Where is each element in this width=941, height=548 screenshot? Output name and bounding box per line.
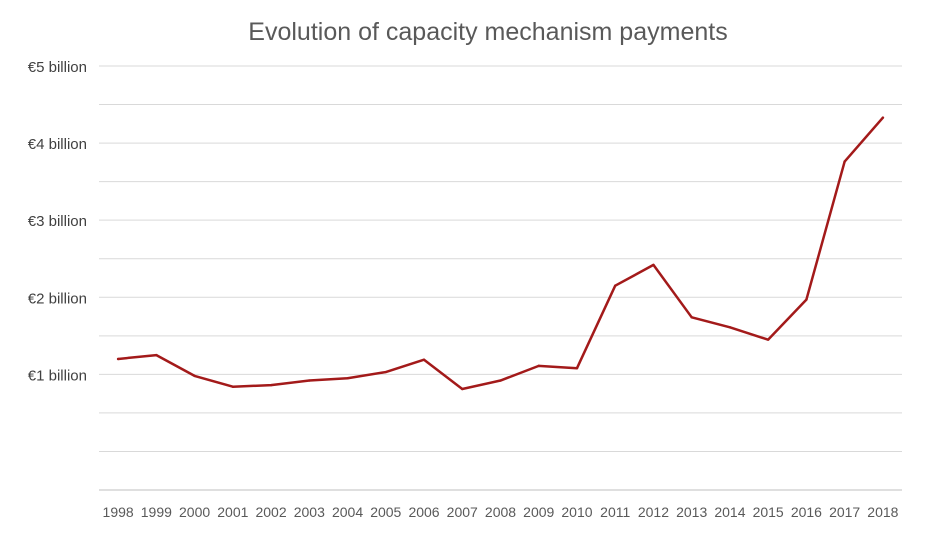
chart-title: Evolution of capacity mechanism payments	[248, 18, 727, 46]
data-point	[614, 284, 617, 287]
data-point	[384, 370, 387, 374]
y-tick-label: €3 billion	[28, 213, 87, 230]
x-tick-label: 2000	[179, 504, 210, 520]
y-axis-ticks: €5 billion €4 billion €3 billion €2 billion…	[28, 59, 87, 384]
data-point	[308, 379, 311, 382]
series-line	[116, 116, 885, 391]
series-layer	[116, 116, 885, 391]
y-tick-label: €5 billion	[28, 59, 87, 76]
x-tick-label: 2012	[638, 504, 669, 520]
data-point	[575, 366, 579, 370]
x-tick-label: 2004	[332, 504, 363, 520]
data-point	[461, 387, 464, 391]
x-tick-label: 2018	[867, 504, 898, 520]
data-point	[843, 160, 846, 163]
y-tick-label: €1 billion	[28, 367, 87, 384]
data-point	[499, 379, 502, 382]
x-tick-label: 2006	[408, 504, 439, 520]
data-point	[231, 385, 235, 388]
y-tick-label: €4 billion	[28, 136, 87, 153]
y-tick-label: €2 billion	[28, 290, 87, 307]
x-tick-label: 2013	[676, 504, 707, 520]
data-point	[116, 357, 120, 361]
x-tick-label: 2008	[485, 504, 516, 520]
x-tick-label: 2015	[753, 504, 784, 520]
data-point	[728, 326, 732, 329]
x-tick-label: 1998	[103, 504, 134, 520]
data-point	[155, 353, 158, 357]
x-tick-label: 1999	[141, 504, 172, 520]
gridlines	[99, 65, 902, 452]
x-tick-label: 2007	[447, 504, 478, 520]
x-tick-label: 2011	[600, 504, 630, 520]
data-point	[422, 358, 426, 361]
x-axis-ticks: 1998 1999 2000 2001 2002 2003 2004 2005 2006 2007…	[103, 504, 899, 520]
x-tick-label: 2005	[370, 504, 401, 520]
x-tick-label: 2002	[255, 504, 286, 520]
data-point	[346, 377, 349, 380]
x-tick-label: 2009	[523, 504, 554, 520]
data-point	[881, 116, 885, 119]
x-tick-label: 2016	[791, 504, 822, 520]
data-point	[690, 316, 693, 319]
data-point	[193, 374, 196, 378]
x-tick-label: 2001	[217, 504, 248, 520]
data-point	[269, 383, 273, 387]
data-point	[805, 298, 808, 301]
x-tick-label: 2003	[294, 504, 325, 520]
data-point	[652, 263, 655, 267]
x-tick-label: 2010	[561, 504, 592, 520]
x-tick-label: 2014	[714, 504, 745, 520]
x-tick-label: 2017	[829, 504, 860, 520]
data-point	[766, 338, 770, 341]
data-point	[537, 364, 540, 368]
